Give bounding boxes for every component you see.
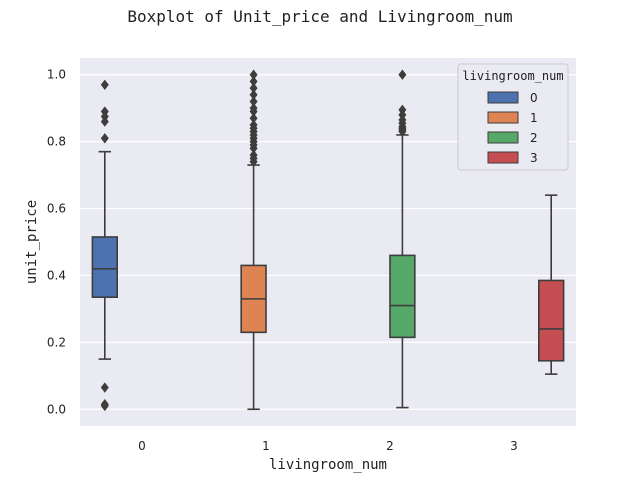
legend-label-0: 0: [530, 91, 538, 105]
legend-swatch-3: [487, 151, 519, 164]
box-series: [91, 69, 565, 412]
box-1: [240, 69, 267, 411]
legend-title: livingroom_num: [462, 69, 563, 83]
legend-swatch-0: [487, 91, 519, 104]
box-0: [91, 79, 119, 412]
box-body-3: [537, 279, 565, 362]
outlier-1-18: [249, 69, 258, 80]
outlier-1-16: [249, 82, 258, 94]
outlier-1-2: [249, 149, 258, 161]
y-tick-label-5: 1.0: [47, 68, 66, 82]
y-tick-label-1: 0.2: [47, 335, 66, 349]
y-tick-label-3: 0.6: [47, 202, 66, 216]
legend-swatch-2: [487, 131, 519, 144]
outlier-0-2: [100, 382, 109, 393]
x-tick-label-0: 0: [138, 439, 146, 453]
x-axis-label: livingroom_num: [269, 457, 387, 473]
y-tick-label-4: 0.8: [47, 135, 66, 149]
x-tick-labels: 0 1 2 3: [138, 439, 518, 453]
outlier-1-10: [249, 119, 258, 131]
box-2: [389, 69, 416, 409]
outlier-0-6: [100, 106, 109, 117]
y-tick-labels: 0.0 0.2 0.4 0.6 0.8 1.0: [47, 68, 66, 417]
legend-label-1: 1: [530, 111, 538, 125]
box-body-0: [91, 236, 119, 298]
outlier-1-13: [249, 102, 258, 114]
y-tick-label-2: 0.4: [47, 268, 66, 282]
box-body-2: [389, 254, 416, 339]
x-tick-label-2: 2: [386, 439, 394, 453]
chart-title: Boxplot of Unit_price and Livingroom_num: [127, 7, 512, 26]
outlier-0-3: [100, 133, 109, 144]
outlier-1-15: [249, 89, 258, 100]
box-3: [537, 194, 565, 375]
legend-label-3: 3: [530, 151, 538, 165]
legend-swatch-1: [487, 111, 519, 124]
outlier-2-8: [398, 69, 407, 80]
outlier-0-7: [100, 79, 109, 90]
legend: livingroom_num 0 1 2 3: [457, 63, 569, 171]
legend-entries: 0 1 2 3: [487, 91, 538, 165]
outlier-2-7: [398, 104, 407, 116]
outlier-1-17: [249, 76, 258, 87]
legend-label-2: 2: [530, 131, 538, 145]
y-tick-label-0: 0.0: [47, 402, 66, 416]
outlier-1-14: [249, 96, 258, 107]
x-tick-label-3: 3: [510, 439, 518, 453]
outlier-0-1: [100, 399, 109, 410]
y-axis-label: unit_price: [24, 200, 40, 284]
x-tick-label-1: 1: [262, 439, 270, 453]
outlier-1-11: [249, 113, 258, 124]
